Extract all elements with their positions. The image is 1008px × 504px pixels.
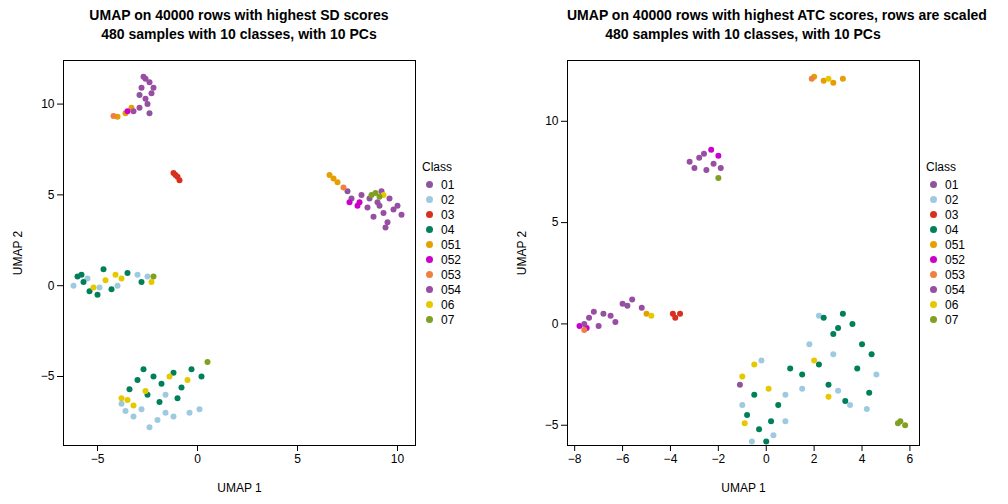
html-text:054: 054 [441, 282, 461, 297]
svg-text:−6: −6 [616, 452, 630, 466]
svg-text:0: 0 [552, 317, 559, 331]
html-text:053: 053 [441, 267, 461, 282]
svg-text:0: 0 [194, 452, 201, 466]
svg-text:4: 4 [859, 452, 866, 466]
html-text:02: 02 [441, 192, 455, 207]
html-text:UMAP on 40000 rows with highes: UMAP on 40000 rows with highest SD score… [89, 7, 389, 23]
html-text:06: 06 [441, 297, 455, 312]
svg-text:5: 5 [552, 215, 559, 229]
html-text:052: 052 [441, 252, 461, 267]
html-text:Class: Class [926, 160, 956, 174]
html-text:02: 02 [945, 192, 959, 207]
html-text:01: 01 [945, 177, 959, 192]
html-text:03: 03 [945, 207, 959, 222]
svg-text:0: 0 [48, 279, 55, 293]
svg-text:UMAP 2: UMAP 2 [515, 230, 529, 275]
html-text:054: 054 [945, 282, 965, 297]
html-text:04: 04 [441, 222, 455, 237]
html-text:01: 01 [441, 177, 455, 192]
html-text:06: 06 [945, 297, 959, 312]
svg-text:10: 10 [545, 114, 559, 128]
svg-text:−8: −8 [568, 452, 582, 466]
svg-text:−2: −2 [712, 452, 726, 466]
html-text:UMAP on 40000 rows with highes: UMAP on 40000 rows with highest ATC scor… [567, 7, 987, 23]
html-text:Class: Class [422, 160, 452, 174]
html-text:04: 04 [945, 222, 959, 237]
svg-text:−5: −5 [41, 369, 55, 383]
svg-text:10: 10 [41, 97, 55, 111]
html-text:480 samples with 10 classes, w: 480 samples with 10 classes, with 10 PCs [605, 26, 881, 42]
html-text:03: 03 [441, 207, 455, 222]
html-text:051: 051 [945, 237, 965, 252]
svg-text:UMAP 2: UMAP 2 [11, 230, 25, 275]
svg-text:−5: −5 [545, 418, 559, 432]
svg-text:6: 6 [907, 452, 914, 466]
html-text:07: 07 [441, 312, 455, 327]
html-text:051: 051 [441, 237, 461, 252]
html-text:07: 07 [945, 312, 959, 327]
html-text:480 samples with 10 classes, w: 480 samples with 10 classes, with 10 PCs [101, 26, 377, 42]
svg-text:5: 5 [294, 452, 301, 466]
html-text:053: 053 [945, 267, 965, 282]
svg-text:−5: −5 [91, 452, 105, 466]
svg-text:10: 10 [391, 452, 405, 466]
svg-text:UMAP 1: UMAP 1 [217, 481, 262, 495]
svg-text:5: 5 [48, 188, 55, 202]
svg-text:2: 2 [811, 452, 818, 466]
svg-text:UMAP 1: UMAP 1 [721, 481, 766, 495]
svg-text:0: 0 [763, 452, 770, 466]
svg-text:−4: −4 [664, 452, 678, 466]
html-text:052: 052 [945, 252, 965, 267]
